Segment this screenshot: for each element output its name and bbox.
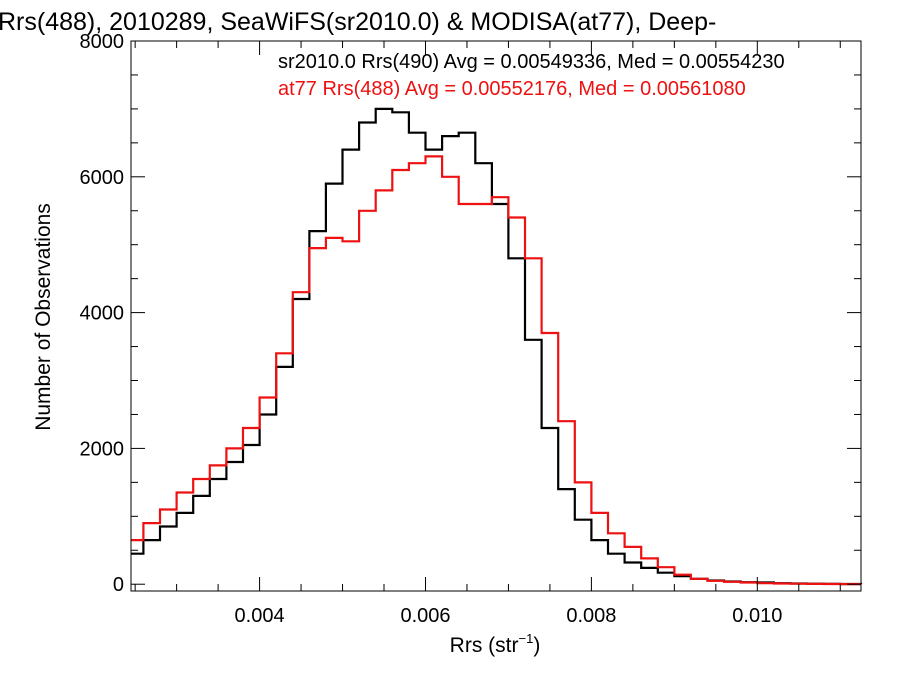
y-tick-label: 0 — [113, 574, 124, 596]
legend-entry-2: at77 Rrs(488) Avg = 0.00552176, Med = 0.… — [278, 78, 746, 100]
x-tick-label: 0.004 — [235, 605, 285, 627]
x-tick-label: 0.006 — [400, 605, 450, 627]
chart-title: Rrs(488), 2010289, SeaWiFS(sr2010.0) & M… — [0, 8, 716, 36]
series-layer — [131, 107, 863, 586]
y-axis-title: Number of Observations — [32, 203, 55, 431]
ticks-layer: 0.004 0.006 0.008 0.010 0 2000 4000 6000 8000 — [80, 31, 861, 627]
x-axis-title-exponent: −1 — [519, 631, 534, 646]
x-axis-title: Rrs (str−1) — [450, 631, 541, 657]
y-tick-label: 8000 — [80, 31, 125, 53]
y-tick-label: 6000 — [80, 167, 125, 189]
y-tick-label: 4000 — [80, 303, 125, 325]
series-line-1 — [131, 107, 863, 586]
x-tick-label: 0.008 — [566, 605, 616, 627]
plot-frame — [130, 40, 862, 592]
svg-text:Number of Observations: Number of Observations — [32, 203, 55, 431]
series-line-2 — [131, 155, 861, 586]
x-tick-label: 0.010 — [732, 605, 782, 627]
legend-entry-1: sr2010.0 Rrs(490) Avg = 0.00549336, Med … — [278, 51, 785, 73]
y-tick-label: 2000 — [80, 438, 125, 460]
legend: sr2010.0 Rrs(490) Avg = 0.00549336, Med … — [278, 51, 785, 100]
